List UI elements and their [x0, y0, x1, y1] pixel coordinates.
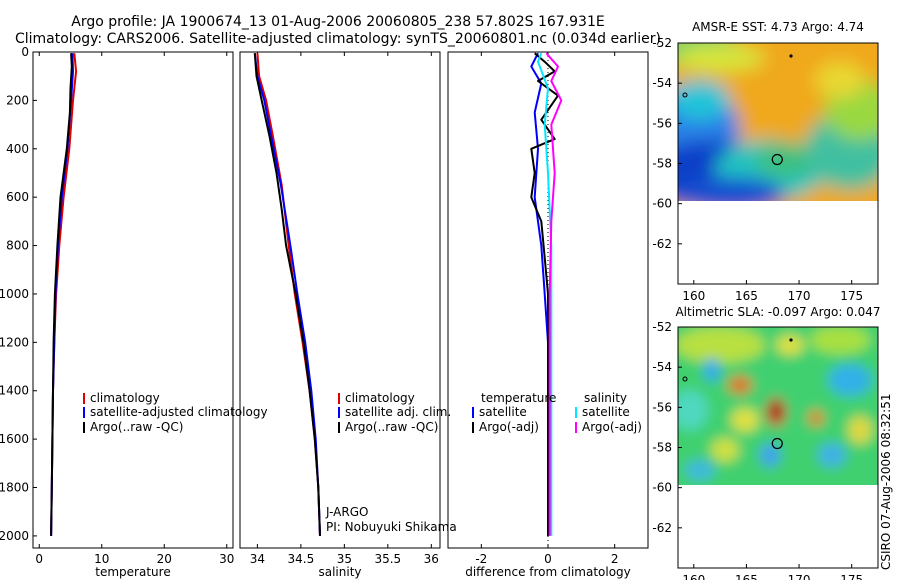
- sst-map-island-dot: [789, 54, 793, 58]
- sla-map-xtick-label: 160: [682, 573, 705, 580]
- sst-map-xtick-label: 160: [682, 289, 705, 303]
- figure-title-line-2: Climatology: CARS2006. Satellite-adjuste…: [15, 31, 661, 47]
- difference-series-magenta-line: [545, 52, 563, 536]
- sla-map-title: Altimetric SLA: -0.097 Argo: 0.047: [675, 305, 880, 319]
- difference-legend-label: Argo(-adj): [479, 420, 539, 434]
- temperature-ytick-label: 1200: [0, 335, 29, 349]
- temperature-xlabel: temperature: [95, 565, 170, 579]
- salinity-xtick-label: 35.5: [374, 552, 401, 566]
- temperature-ytick-label: 1600: [0, 432, 29, 446]
- salinity-legend-label: satellite adj. clim.: [345, 405, 451, 419]
- sst-map-ytick-label: -60: [652, 197, 672, 211]
- difference-xtick-label: 2: [611, 552, 619, 566]
- sst-map-heatmap: [678, 43, 878, 201]
- temperature-series-black-line: [50, 53, 73, 536]
- temperature-ytick-label: 1800: [0, 481, 29, 495]
- sla-map-ytick-label: -60: [652, 481, 672, 495]
- difference-series-cyan-line: [537, 52, 553, 536]
- temperature-plot: 0 10 20 30 0 200 400 600 800 1000 1200 1400 1600 1800…: [0, 45, 268, 579]
- temperature-legend-label: satellite-adjusted climatology: [90, 405, 268, 419]
- difference-series-black-line: [530, 52, 559, 536]
- sla-map-heatmap: [678, 327, 878, 485]
- sla-map-ytick-label: -58: [652, 441, 672, 455]
- sst-map-ytick-label: -58: [652, 157, 672, 171]
- difference-legend-label: Argo(-adj): [582, 420, 642, 434]
- sst-map-axes: 160 165 170 175 -52 -54 -56 -58 -60 -62: [652, 36, 863, 303]
- sla-map-island-dot: [682, 376, 688, 382]
- sst-map-ytick-label: -62: [652, 237, 672, 251]
- salinity-series-black-line: [253, 53, 321, 536]
- temperature-ytick-label: 1000: [0, 287, 29, 301]
- sla-map-xtick-label: 165: [735, 573, 758, 580]
- salinity-legend-label: climatology: [345, 391, 415, 405]
- temperature-plot-frame: [32, 51, 234, 549]
- salinity-legend-label: Argo(..raw -QC): [345, 420, 438, 434]
- difference-xlabel: difference from climatology: [465, 565, 631, 579]
- sla-map-xtick-label: 170: [788, 573, 811, 580]
- salinity-plot-frame: [239, 51, 441, 549]
- sla-map-ytick-label: -54: [652, 360, 672, 374]
- temperature-ytick-label: 400: [6, 142, 29, 156]
- temperature-ytick-label: 800: [6, 239, 29, 253]
- difference-xtick-label: 0: [544, 552, 552, 566]
- salinity-series-blue-line: [253, 53, 321, 536]
- salinity-plot: 34 34.5 35 35.5 36 salinity climatologysatelli…: [250, 52, 457, 579]
- temperature-xtick-label: 10: [94, 552, 109, 566]
- sst-map-xtick-label: 165: [735, 289, 758, 303]
- sst-map-island-dot: [682, 92, 688, 98]
- sla-map-argo-position-marker: [771, 437, 783, 450]
- sla-map-ytick-label: -52: [652, 320, 672, 334]
- sla-map-island-dot: [789, 338, 793, 342]
- sst-map-title: AMSR-E SST: 4.73 Argo: 4.74: [692, 20, 864, 34]
- sla-map-ytick-label: -56: [652, 400, 672, 414]
- salinity-xtick-label: 36: [424, 552, 439, 566]
- sst-map-ytick-label: -56: [652, 116, 672, 130]
- salinity-xtick-label: 34.5: [288, 552, 315, 566]
- sst-map-ytick-label: -52: [652, 36, 672, 50]
- temperature-ytick-label: 200: [6, 93, 29, 107]
- sst-map-ytick-label: -54: [652, 76, 672, 90]
- salinity-xlabel: salinity: [318, 565, 361, 579]
- salinity-xtick-label: 34: [250, 552, 265, 566]
- sst-map-argo-position-marker: [771, 153, 783, 166]
- temperature-ytick-label: 2000: [0, 529, 29, 543]
- salinity-annotation: PI: Nobuyuki Shikama: [326, 520, 457, 534]
- difference-legend-label: satellite: [582, 405, 630, 419]
- sst-map-xtick-label: 170: [788, 289, 811, 303]
- temperature-legend-label: climatology: [90, 391, 160, 405]
- temperature-ytick-label: 600: [6, 190, 29, 204]
- temperature-ytick-label: 1400: [0, 384, 29, 398]
- sla-map-xtick-label: 175: [840, 573, 863, 580]
- difference-legend-label: satellite: [479, 405, 527, 419]
- sla-map-ytick-label: -62: [652, 521, 672, 535]
- footer-timestamp: CSIRO 07-Aug-2006 08:32:51: [879, 394, 893, 570]
- salinity-annotation: J-ARGO: [325, 505, 368, 519]
- figure-title-line-1: Argo profile: JA 1900674_13 01-Aug-2006 …: [71, 14, 604, 30]
- salinity-xtick-label: 35: [337, 552, 352, 566]
- temperature-legend-label: Argo(..raw -QC): [90, 420, 183, 434]
- temperature-xtick-label: 30: [219, 552, 234, 566]
- temperature-xtick-label: 0: [35, 552, 43, 566]
- temperature-xtick-label: 20: [157, 552, 172, 566]
- difference-legend-label: salinity: [584, 391, 627, 405]
- temperature-ytick-label: 0: [21, 45, 29, 59]
- sst-map-xtick-label: 175: [840, 289, 863, 303]
- difference-xtick-label: -2: [475, 552, 487, 566]
- difference-legend-label: temperature: [481, 391, 556, 405]
